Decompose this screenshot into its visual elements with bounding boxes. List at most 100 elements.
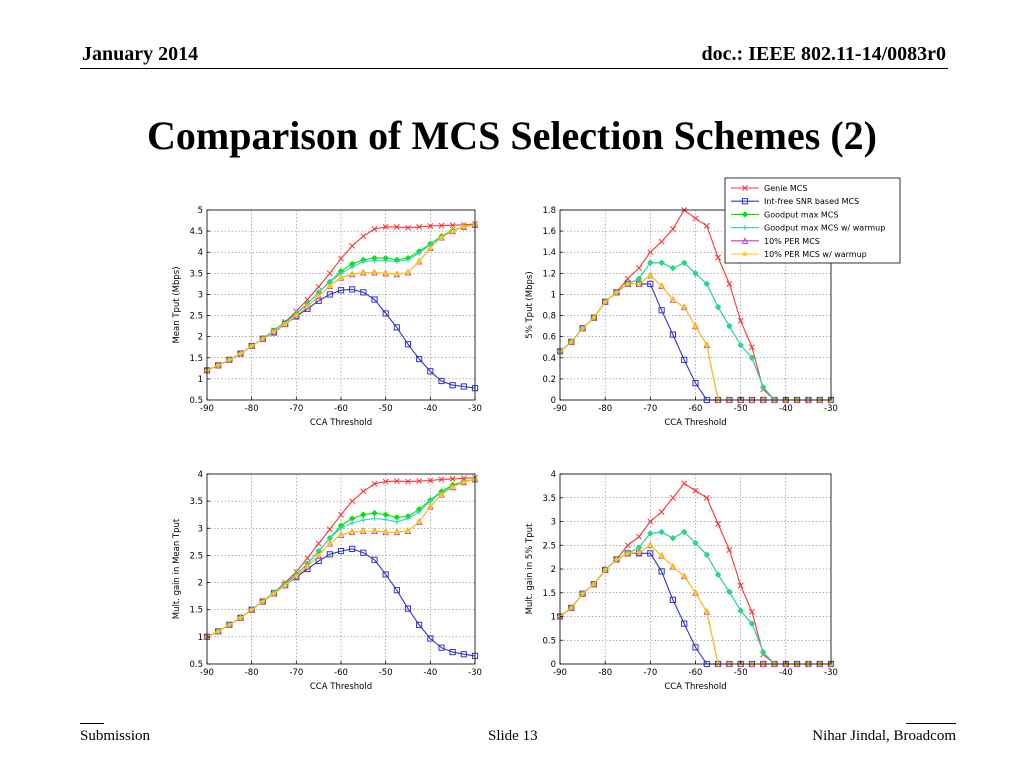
series-6 [204, 222, 478, 374]
data-point [316, 293, 322, 299]
data-point [427, 223, 434, 229]
data-point [681, 573, 687, 579]
data-point [393, 587, 400, 594]
y-tick-label: 0 [551, 660, 556, 670]
data-point [670, 535, 676, 541]
data-point [360, 511, 367, 518]
y-tick-label: 2 [198, 579, 203, 589]
data-point [382, 310, 389, 317]
x-tick-label: -70 [643, 668, 657, 678]
data-point [692, 487, 699, 494]
data-point [659, 283, 665, 289]
data-point [338, 511, 344, 518]
data-point [226, 622, 232, 628]
data-point [293, 312, 299, 319]
data-point [579, 591, 586, 597]
legend-entry-label: Goodput max MCS w/ warmup [764, 224, 885, 233]
data-point [647, 518, 654, 525]
data-point [237, 615, 244, 621]
x-tick-label: -40 [423, 404, 437, 414]
data-point [315, 283, 322, 290]
data-point [360, 233, 367, 240]
footer-submission: Submission [80, 728, 151, 744]
y-tick-label: 0.8 [542, 312, 556, 322]
data-point [704, 552, 710, 558]
data-point [416, 478, 423, 485]
data-point [371, 226, 378, 232]
y-tick-label: 1.5 [189, 606, 203, 616]
data-point [326, 270, 333, 277]
x-axis-label: CCA Threshold [310, 418, 372, 428]
data-point [625, 281, 631, 287]
y-tick-label: 1.5 [542, 589, 556, 599]
data-point [460, 383, 467, 390]
x-tick-label: -50 [379, 668, 393, 678]
data-point [591, 581, 597, 587]
data-point [760, 384, 766, 390]
data-point [394, 529, 400, 535]
x-tick-label: -30 [824, 404, 838, 414]
data-point [393, 223, 400, 230]
data-point [304, 303, 311, 309]
x-tick-label: -30 [468, 668, 482, 678]
data-point [681, 356, 688, 363]
data-point [260, 336, 266, 342]
data-point [338, 525, 344, 531]
y-tick-label: 3.5 [189, 497, 203, 507]
footer-rule-left [80, 723, 104, 724]
y-tick-label: 5 [198, 206, 203, 216]
y-tick-label: 2 [551, 565, 556, 575]
data-point [315, 540, 322, 547]
data-point [271, 329, 277, 335]
data-point [416, 519, 422, 525]
data-point [636, 549, 642, 555]
data-point [726, 547, 733, 553]
data-point [659, 553, 665, 559]
data-point [382, 478, 389, 485]
y-tick-label: 4.5 [189, 227, 203, 237]
footer-rule-right [906, 723, 956, 724]
x-tick-label: -90 [200, 404, 214, 414]
data-point [726, 323, 732, 329]
x-axis-label: CCA Threshold [664, 682, 726, 692]
data-point [613, 556, 620, 563]
y-axis-label: Mult. gain in 5% Tput [525, 523, 535, 614]
data-point [647, 530, 653, 536]
data-point [427, 477, 434, 484]
y-tick-label: 3 [198, 524, 203, 534]
data-point [568, 339, 574, 345]
data-point [371, 515, 378, 522]
data-point [394, 258, 400, 265]
chart-panel-4: -90 -80 -70 -60 -50 -40 -30 0 0.5 1 1.5 2 2.5 3 3.5 4 CC… [525, 470, 838, 692]
data-point [749, 344, 755, 351]
y-tick-label: 4 [198, 470, 203, 480]
data-point [715, 304, 721, 310]
data-point [349, 242, 356, 249]
x-tick-label: -40 [779, 404, 793, 414]
y-tick-label: 3 [198, 290, 203, 300]
data-point [659, 529, 665, 535]
data-point [460, 651, 467, 658]
data-point [360, 289, 367, 296]
data-point [450, 228, 456, 234]
data-point [371, 258, 378, 264]
y-tick-label: 4 [551, 470, 556, 480]
legend-entry-label: 10% PER MCS w/ warmup [764, 250, 867, 259]
data-point [304, 555, 311, 562]
footer-author: Nihar Jindal, Broadcom [812, 728, 956, 744]
data-point [704, 342, 710, 348]
data-point [625, 550, 631, 556]
x-tick-label: -90 [553, 668, 567, 678]
data-point [449, 475, 456, 482]
data-point [658, 568, 665, 575]
data-point [669, 331, 677, 338]
x-tick-label: -70 [289, 668, 303, 678]
data-point [215, 628, 221, 635]
data-point [427, 503, 433, 510]
data-point [271, 590, 277, 597]
data-point [647, 280, 654, 287]
data-point [416, 258, 422, 265]
data-point [249, 343, 255, 349]
data-point [449, 382, 456, 389]
